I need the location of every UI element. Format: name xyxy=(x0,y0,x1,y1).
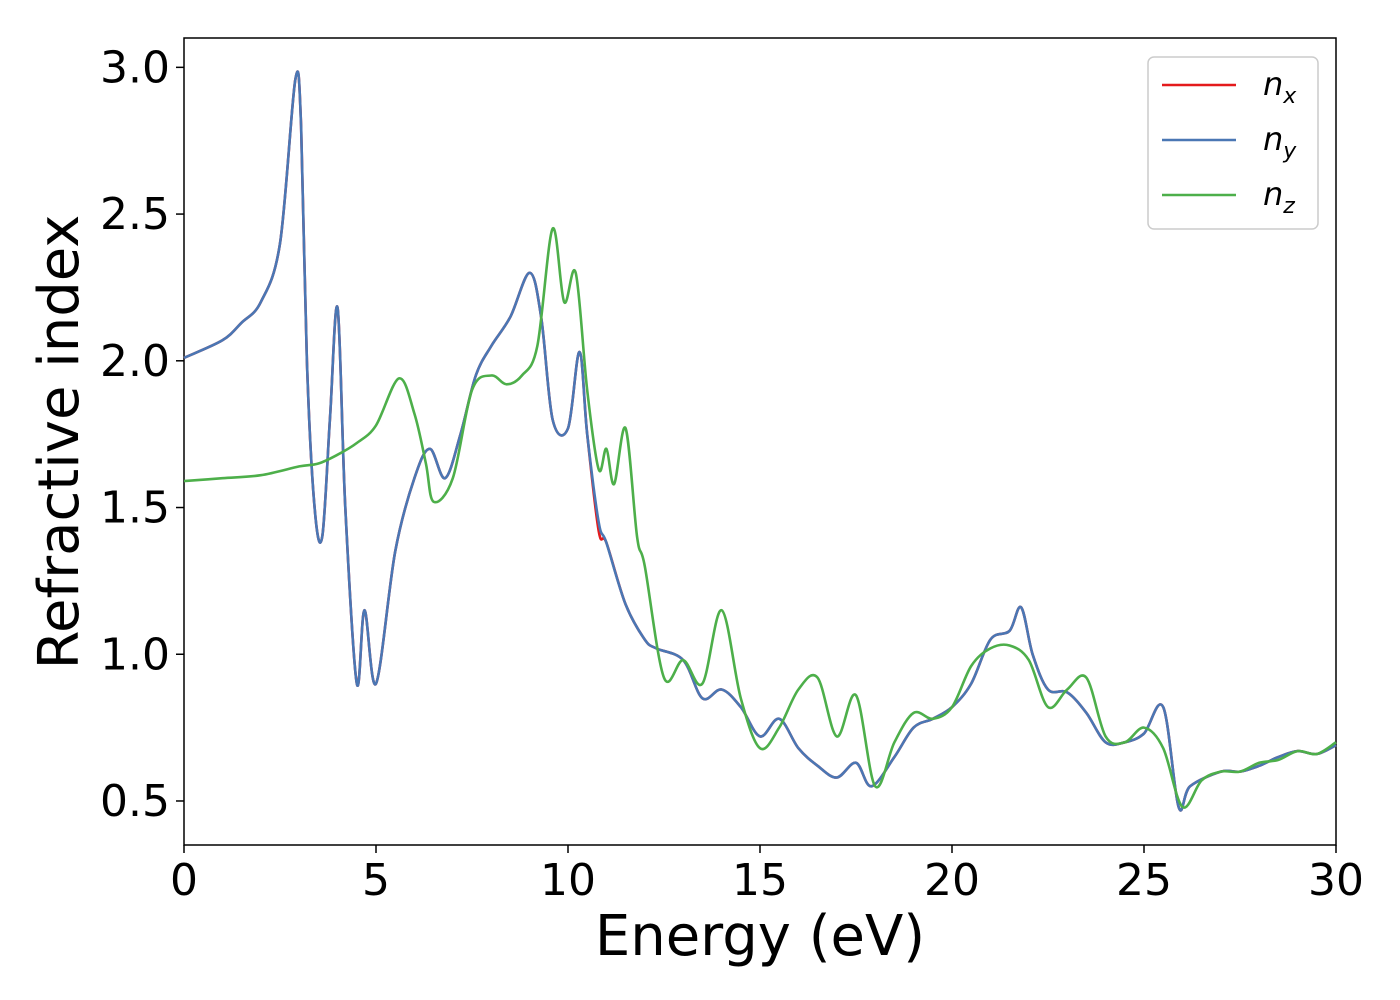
series-line-z xyxy=(183,227,1337,809)
x-tick-label: 5 xyxy=(362,855,390,906)
legend-label-x: nx xyxy=(1263,65,1297,109)
y-tick-label: 2.5 xyxy=(100,189,170,240)
x-tick-label: 30 xyxy=(1308,855,1364,906)
legend-label-y: ny xyxy=(1263,120,1297,164)
y-tick-label: 3.0 xyxy=(100,42,170,93)
x-tick-label: 15 xyxy=(732,855,788,906)
legend-box xyxy=(1147,56,1319,230)
x-tick-label: 25 xyxy=(1116,855,1172,906)
x-axis-ticks: 0 5 10 15 20 25 30 xyxy=(170,845,1364,906)
y-tick-label: 1.5 xyxy=(100,483,170,534)
legend: nx ny nz xyxy=(1147,56,1319,230)
series-layer xyxy=(183,70,1337,812)
y-axis-ticks: 0.5 1.0 1.5 2.0 2.5 3.0 xyxy=(100,42,184,827)
y-tick-label: 1.0 xyxy=(100,629,170,680)
y-tick-label: 2.0 xyxy=(100,336,170,387)
y-axis-label: Refractive index xyxy=(27,215,92,670)
series-line-y xyxy=(183,70,1337,812)
x-tick-label: 10 xyxy=(540,855,596,906)
x-tick-label: 0 xyxy=(170,855,198,906)
x-tick-label: 20 xyxy=(924,855,980,906)
x-axis-label: Energy (eV) xyxy=(595,904,925,969)
legend-label-z: nz xyxy=(1263,175,1295,219)
y-tick-label: 0.5 xyxy=(100,776,170,827)
